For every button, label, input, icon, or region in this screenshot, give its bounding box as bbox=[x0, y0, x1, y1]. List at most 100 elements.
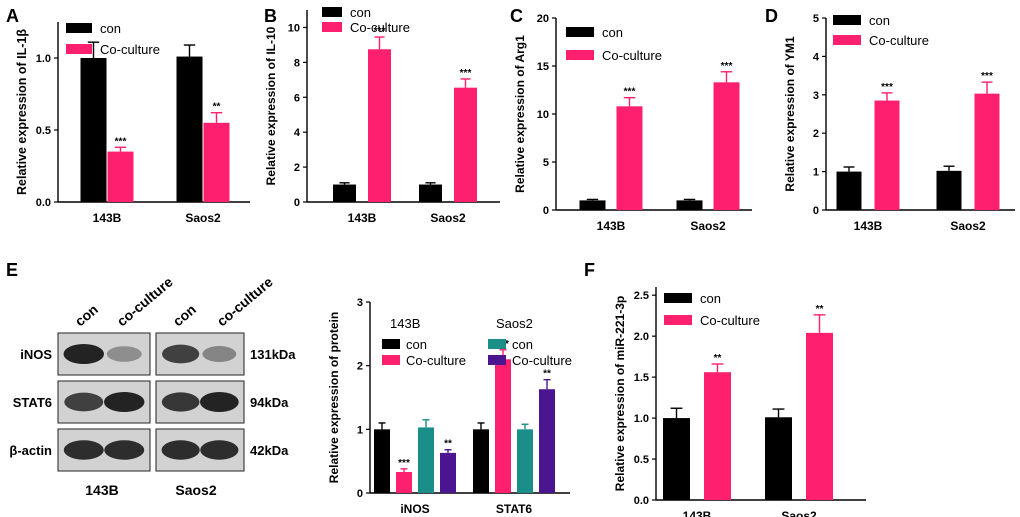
legend-label: con bbox=[602, 25, 623, 40]
lane-label: co-culture bbox=[114, 273, 176, 329]
blot-band bbox=[63, 344, 104, 364]
y-tick-label: 15 bbox=[537, 61, 549, 73]
blot-band bbox=[200, 440, 239, 460]
y-axis-label: Relative expression of Arg1 bbox=[513, 35, 527, 193]
bar bbox=[203, 122, 230, 202]
bar bbox=[495, 359, 511, 493]
chart-c: 0 5 10 15 20 Relative expression of Arg1 *** 14… bbox=[513, 13, 752, 233]
y-tick-label: 8 bbox=[294, 57, 300, 69]
y-tick-label: 1.5 bbox=[634, 372, 649, 384]
y-tick-label: 1.0 bbox=[36, 53, 51, 65]
bar bbox=[974, 93, 1000, 210]
bar bbox=[454, 87, 477, 202]
significance-label: *** bbox=[460, 68, 472, 79]
x-tick-label: 143B bbox=[348, 211, 377, 225]
y-tick-label: 0.5 bbox=[634, 454, 649, 466]
significance-label: *** bbox=[981, 71, 993, 82]
y-tick-label: 4 bbox=[294, 127, 301, 139]
legend-swatch bbox=[322, 7, 342, 17]
legend-label: Co-culture bbox=[406, 353, 466, 368]
bar bbox=[836, 171, 862, 210]
y-tick-label: 1 bbox=[813, 167, 819, 179]
lane-label: con bbox=[170, 301, 199, 329]
legend-label: Co-culture bbox=[700, 313, 760, 328]
bar bbox=[396, 471, 412, 493]
y-tick-label: 0.0 bbox=[634, 495, 649, 507]
legend-label: Co-culture bbox=[512, 353, 572, 368]
legend-label: Co-culture bbox=[869, 33, 929, 48]
y-tick-label: 0.5 bbox=[36, 125, 51, 137]
bar bbox=[419, 184, 442, 202]
legend-swatch bbox=[566, 50, 594, 60]
blot-size-label: 131kDa bbox=[250, 347, 296, 362]
chart-d: 0 1 2 3 4 5 Relative expression of YM1 *** 143B *… bbox=[783, 13, 1015, 233]
x-tick-label: Saos2 bbox=[690, 219, 726, 233]
blot-box bbox=[57, 380, 151, 424]
significance-label: ** bbox=[213, 102, 221, 113]
legend-swatch bbox=[488, 355, 506, 365]
significance-label: ** bbox=[816, 304, 824, 315]
legend-label: con bbox=[512, 337, 533, 352]
y-tick-label: 3 bbox=[357, 297, 363, 309]
bar bbox=[874, 100, 900, 210]
significance-label: *** bbox=[115, 136, 127, 147]
legend-swatch bbox=[833, 15, 861, 25]
panel-letter-c: C bbox=[510, 6, 523, 26]
bar bbox=[368, 49, 391, 202]
bar bbox=[418, 427, 434, 493]
legend-label: Co-culture bbox=[100, 42, 160, 57]
blot-band bbox=[161, 392, 200, 412]
blot-box bbox=[155, 332, 245, 376]
y-tick-label: 0 bbox=[294, 197, 300, 209]
y-tick-label: 0 bbox=[543, 205, 549, 217]
legend-swatch bbox=[566, 27, 594, 37]
legend-label: con bbox=[350, 5, 371, 20]
blot-band bbox=[161, 440, 200, 460]
legend-label: Co-culture bbox=[350, 20, 410, 35]
legend-swatch bbox=[833, 35, 861, 45]
bar bbox=[333, 184, 356, 202]
significance-label: *** bbox=[398, 458, 410, 469]
legend-label: con bbox=[100, 21, 121, 36]
blot-band bbox=[200, 392, 239, 412]
bar bbox=[713, 82, 740, 210]
blot-band bbox=[202, 346, 237, 362]
y-tick-label: 0 bbox=[357, 488, 363, 500]
legend-label: con bbox=[406, 337, 427, 352]
y-tick-label: 2.0 bbox=[634, 331, 649, 343]
blot-box bbox=[155, 428, 245, 472]
legend-swatch bbox=[664, 293, 692, 303]
bar bbox=[176, 56, 203, 203]
panel-letters: A B C D E F bbox=[6, 6, 778, 280]
y-axis-label: Relative expression of IL-1β bbox=[15, 29, 29, 195]
bar bbox=[806, 332, 833, 500]
x-tick-label: 143B bbox=[683, 509, 712, 517]
bar bbox=[473, 429, 489, 493]
x-tick-label: iNOS bbox=[400, 502, 429, 516]
legend: con Co-culture bbox=[66, 21, 160, 57]
bar bbox=[663, 418, 690, 500]
legend-group-title: Saos2 bbox=[496, 316, 533, 331]
x-tick-label: 143B bbox=[597, 219, 626, 233]
bar bbox=[107, 151, 134, 202]
y-tick-label: 5 bbox=[813, 13, 819, 25]
blot-row-label: β-actin bbox=[9, 443, 52, 458]
panel-letter-b: B bbox=[264, 6, 277, 26]
chart-b: 0 2 4 6 8 10 Relative expression of IL-10 *** 14… bbox=[264, 5, 500, 225]
y-tick-label: 0.0 bbox=[36, 197, 51, 209]
lane-label: co-culture bbox=[214, 273, 276, 329]
blot-band bbox=[104, 440, 145, 460]
blot-cell-line-label: Saos2 bbox=[175, 482, 216, 498]
legend-label: Co-culture bbox=[602, 48, 662, 63]
legend-swatch bbox=[66, 44, 92, 54]
bar bbox=[440, 452, 456, 493]
x-tick-label: Saos2 bbox=[781, 509, 817, 517]
y-axis-label: Relative expression of miR-221-3p bbox=[613, 296, 627, 491]
blot-box bbox=[155, 380, 245, 424]
panel-letter-e: E bbox=[6, 260, 18, 280]
